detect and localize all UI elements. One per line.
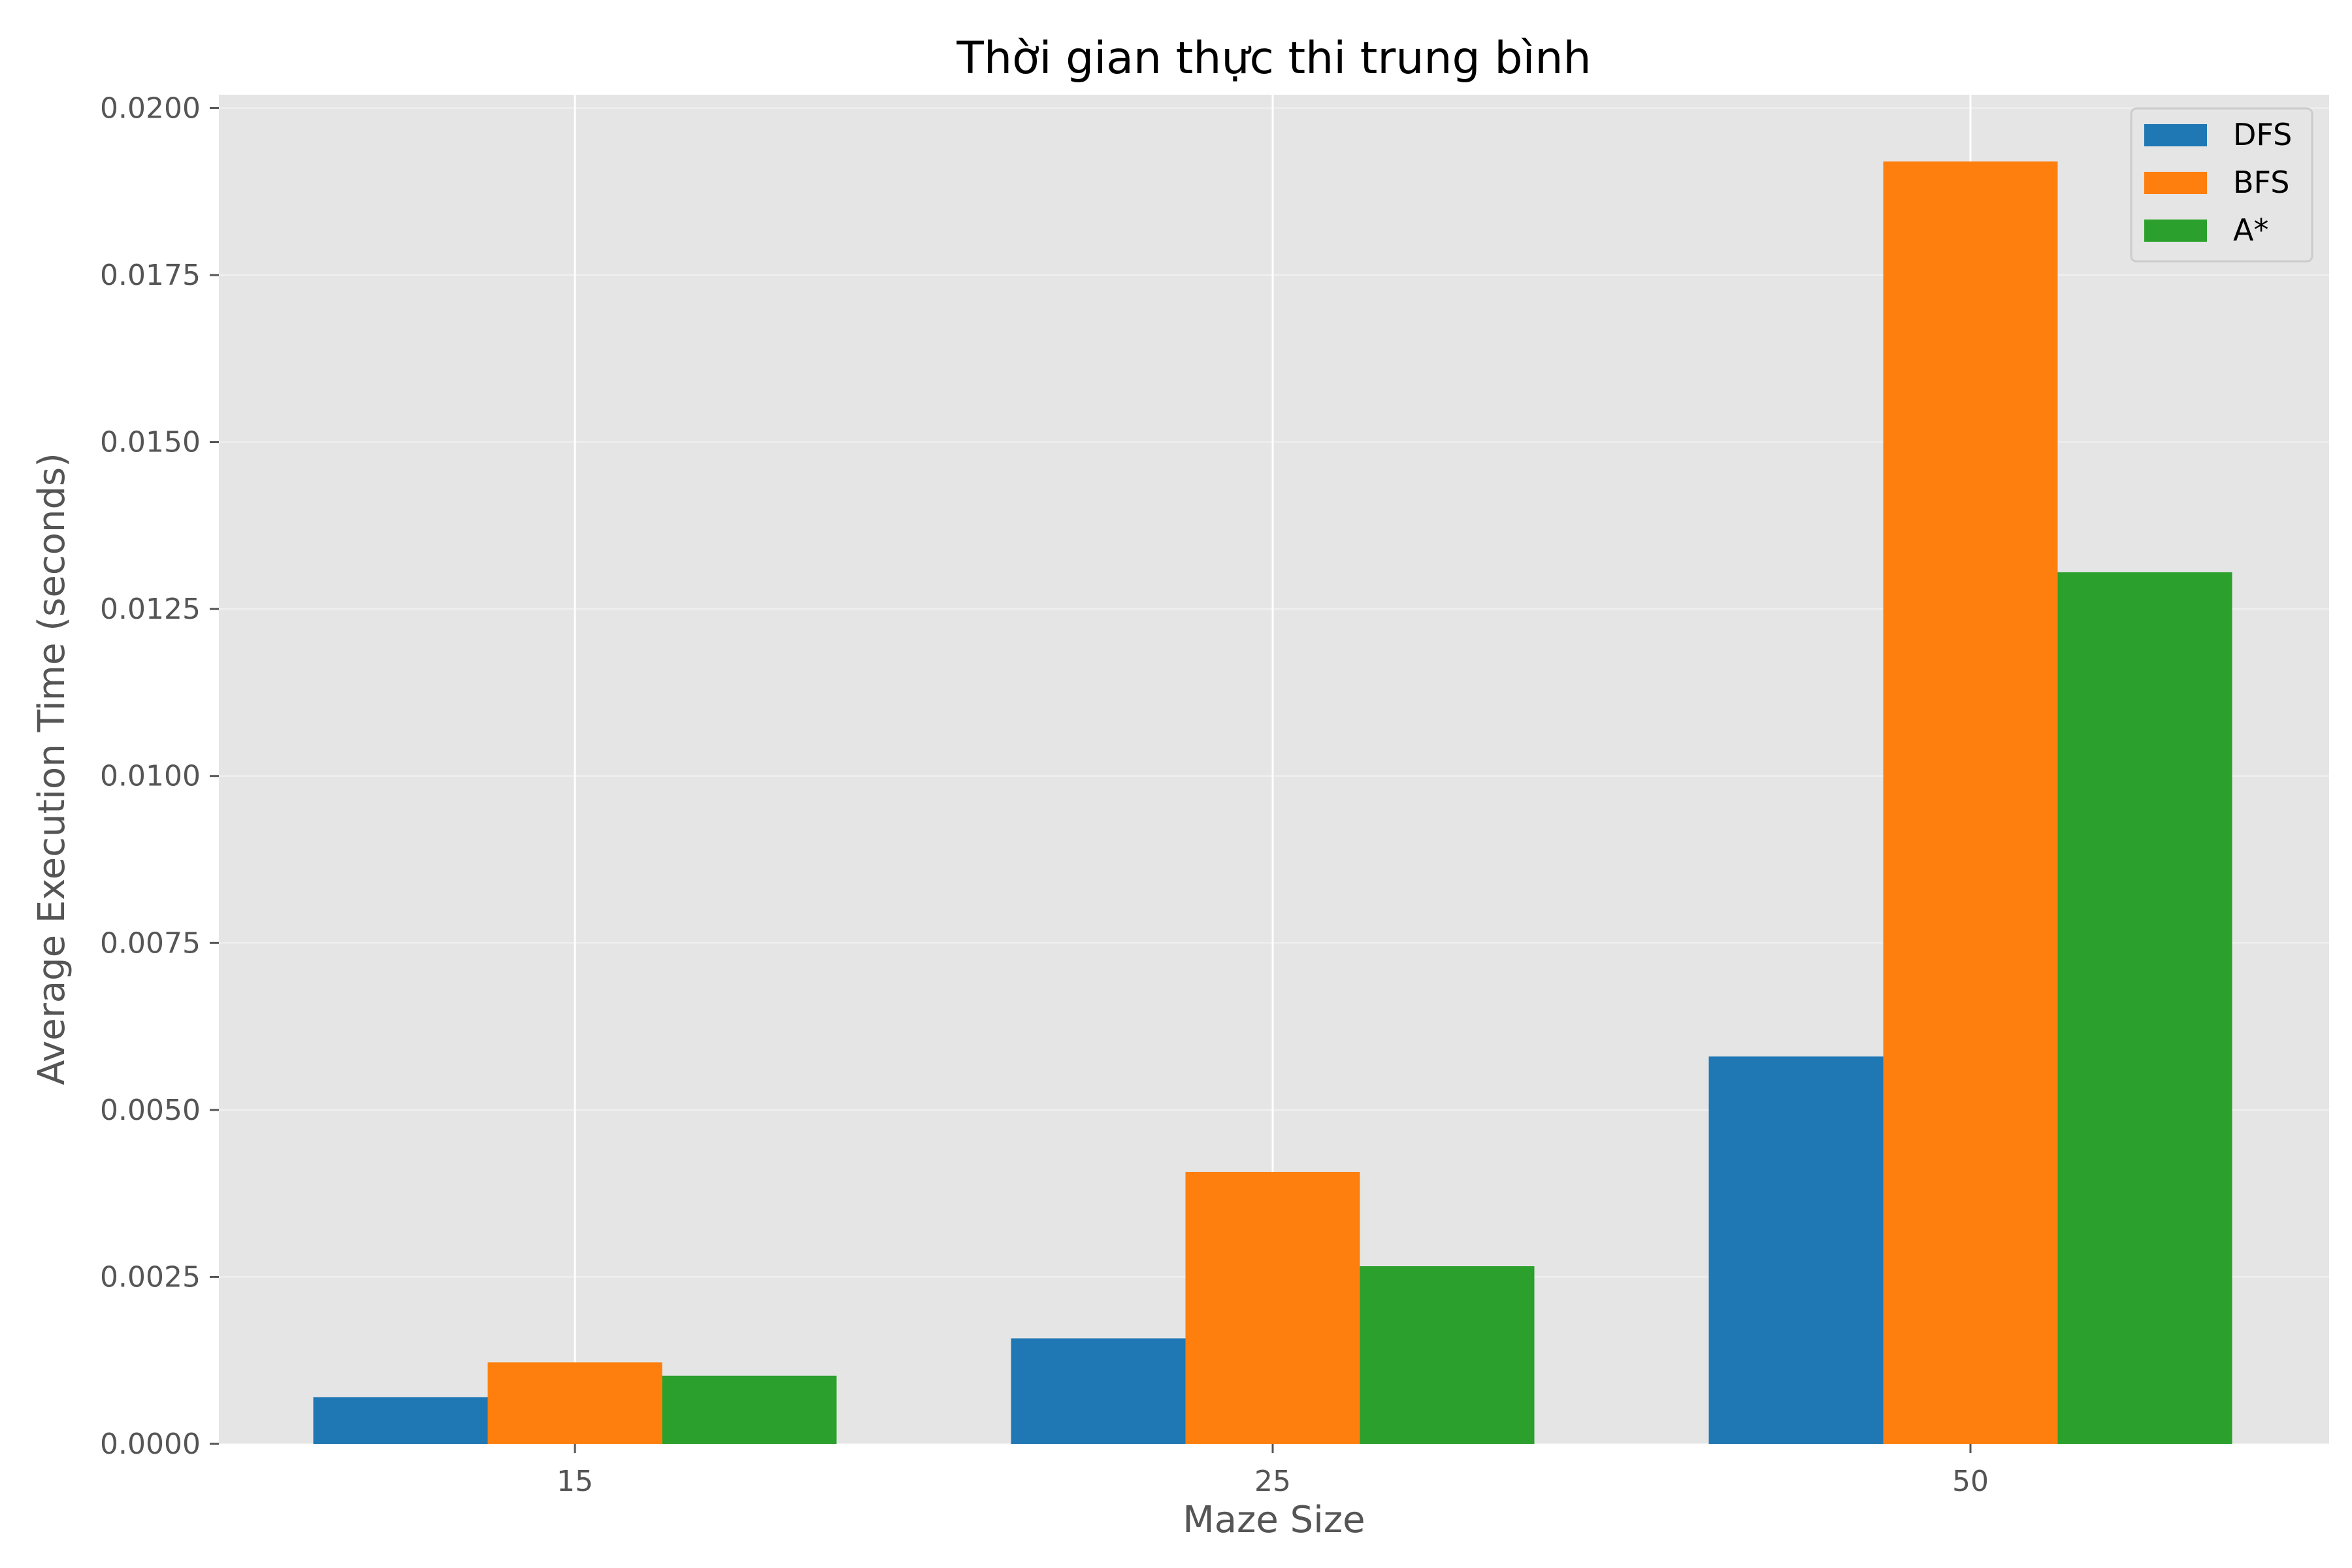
y-tick-label: 0.0175 (100, 259, 201, 292)
y-tick-label: 0.0050 (100, 1094, 201, 1127)
bar-bfs-25 (1185, 1171, 1360, 1444)
y-tick-label: 0.0100 (100, 760, 201, 793)
y-tick-label: 0.0150 (100, 426, 201, 459)
legend-swatch (2144, 220, 2207, 242)
y-axis-label: Average Execution Time (seconds) (31, 453, 73, 1085)
bar-dfs-15 (313, 1397, 488, 1444)
bar-dfs-25 (1011, 1338, 1186, 1444)
chart-title: Thời gian thực thi trung bình (956, 33, 1591, 84)
legend-swatch (2144, 124, 2207, 146)
y-tick-label: 0.0200 (100, 91, 201, 125)
y-axis: 0.0000 0.0025 0.0050 0.0075 0.0100 0.0125 0.01… (100, 91, 219, 1461)
y-tick-label: 0.0025 (100, 1260, 201, 1294)
x-axis-label: Maze Size (1183, 1499, 1365, 1541)
bars (313, 161, 2232, 1444)
y-tick-label: 0.0125 (100, 593, 201, 626)
x-tick-label: 50 (1952, 1465, 1989, 1498)
x-tick-label: 15 (557, 1465, 593, 1498)
bar-a-25 (1360, 1266, 1535, 1444)
bar-dfs-50 (1708, 1056, 1884, 1444)
bar-bfs-15 (487, 1362, 662, 1444)
legend-swatch (2144, 172, 2207, 194)
bar-bfs-50 (1883, 161, 2058, 1444)
bar-a-50 (2057, 572, 2232, 1444)
legend-label: BFS (2233, 165, 2289, 200)
y-tick-label: 0.0075 (100, 926, 201, 960)
x-axis: 15 25 50 (557, 1444, 1989, 1498)
bar-a-15 (662, 1375, 837, 1444)
legend: DFS BFS A* (2130, 107, 2313, 263)
x-tick-label: 25 (1254, 1465, 1291, 1498)
legend-label: DFS (2233, 117, 2292, 152)
y-tick-label: 0.0000 (100, 1428, 201, 1461)
legend-label: A* (2233, 212, 2268, 248)
